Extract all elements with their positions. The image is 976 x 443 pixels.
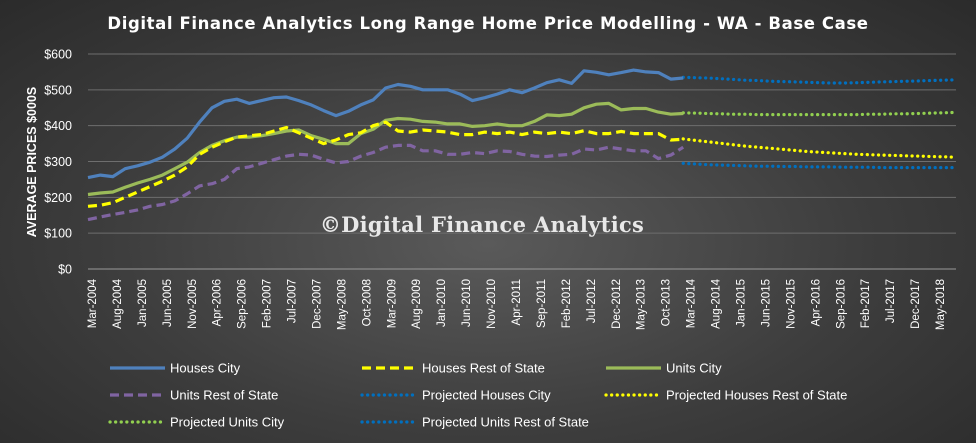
x-tick-label: Mar-2009: [386, 279, 398, 328]
series-line-units-city: [87, 101, 684, 197]
x-tick-label: May-2013: [636, 279, 648, 330]
x-tick-label: Sep-2016: [835, 279, 847, 329]
x-tick-label: Apr-2006: [212, 279, 224, 326]
x-tick-label: Aug-2009: [411, 279, 423, 329]
x-tick-label: Mar-2014: [686, 278, 698, 328]
x-tick-label: Oct-2008: [361, 279, 373, 326]
x-tick-label: Mar-2004: [87, 278, 99, 328]
y-tick-label: $0: [58, 263, 72, 277]
x-tick-label: Dec-2007: [311, 279, 323, 329]
legend-label: Projected Houses City: [422, 388, 551, 403]
y-tick-label: $100: [44, 227, 72, 241]
x-tick-label: May-2008: [336, 279, 348, 330]
x-tick-label: Jun-2010: [461, 279, 473, 327]
series-line-houses-rest-of-state: [87, 120, 684, 208]
y-axis-label: AVERAGE PRICES $000S: [25, 87, 39, 238]
x-tick-label: Feb-2012: [561, 279, 573, 328]
legend-label: Houses Rest of State: [422, 361, 545, 376]
series-lines: [87, 68, 958, 222]
x-tick-label: Jul-2017: [885, 279, 897, 323]
legend-label: Units Rest of State: [170, 388, 278, 403]
y-tick-label: $600: [44, 48, 72, 62]
x-tick-label: Sep-2011: [536, 279, 548, 328]
legend-label: Projected Units Rest of State: [422, 415, 589, 430]
legend-label: Projected Houses Rest of State: [666, 388, 847, 403]
series-line-projected-units-rest-of-state: [681, 161, 958, 170]
x-tick-label: Nov-2005: [187, 279, 199, 329]
x-tick-label: Nov-2010: [486, 279, 498, 329]
x-tick-label: Feb-2017: [860, 279, 872, 328]
y-tick-label: $500: [44, 83, 72, 97]
x-tick-label: Feb-2007: [262, 279, 274, 328]
y-tick-label: $400: [44, 119, 72, 133]
y-tick-labels: $0 $100 $200 $300 $400 $500 $600: [44, 48, 72, 277]
series-line-units-rest-of-state: [87, 143, 685, 222]
legend-label: Houses City: [170, 361, 241, 376]
legend: Houses City Houses Rest of State Units Cit…: [108, 361, 847, 430]
series-line-projected-houses-city: [681, 75, 958, 85]
x-tick-label: Jul-2007: [287, 279, 299, 323]
series-line-projected-houses-rest-of-state: [681, 137, 958, 159]
y-tick-label: $200: [44, 191, 72, 205]
x-tick-label: Dec-2017: [910, 279, 922, 329]
x-tick-label: Jan-2015: [735, 279, 747, 327]
x-tick-label: Jun-2015: [760, 279, 772, 327]
x-tick-labels: Mar-2004 Aug-2004 Jan-2005 Jun-2005 Nov-2005…: [87, 278, 947, 330]
legend-label: Projected Units City: [170, 415, 285, 430]
legend-label: Units City: [666, 361, 722, 376]
y-tick-label: $300: [44, 155, 72, 169]
x-tick-label: Sep-2006: [237, 279, 249, 329]
x-tick-label: May-2018: [935, 279, 947, 330]
series-line-houses-city: [87, 68, 684, 180]
chart-title: Digital Finance Analytics Long Range Hom…: [107, 14, 868, 33]
x-tick-label: Apr-2011: [511, 279, 523, 325]
x-tick-label: Aug-2004: [112, 278, 124, 328]
series-line-projected-units-city: [681, 110, 958, 117]
x-tick-label: Jul-2012: [586, 279, 598, 323]
x-tick-label: Jun-2005: [162, 279, 174, 327]
x-tick-label: Oct-2013: [661, 279, 673, 326]
x-tick-label: Dec-2012: [611, 279, 623, 329]
x-tick-label: Aug-2014: [711, 278, 723, 328]
x-tick-label: Jan-2005: [137, 279, 149, 327]
x-tick-label: Nov-2015: [785, 279, 797, 329]
x-tick-label: Jan-2010: [436, 279, 448, 327]
watermark: ©Digital Finance Analytics: [320, 212, 644, 237]
x-tick-label: Apr-2016: [810, 279, 822, 326]
